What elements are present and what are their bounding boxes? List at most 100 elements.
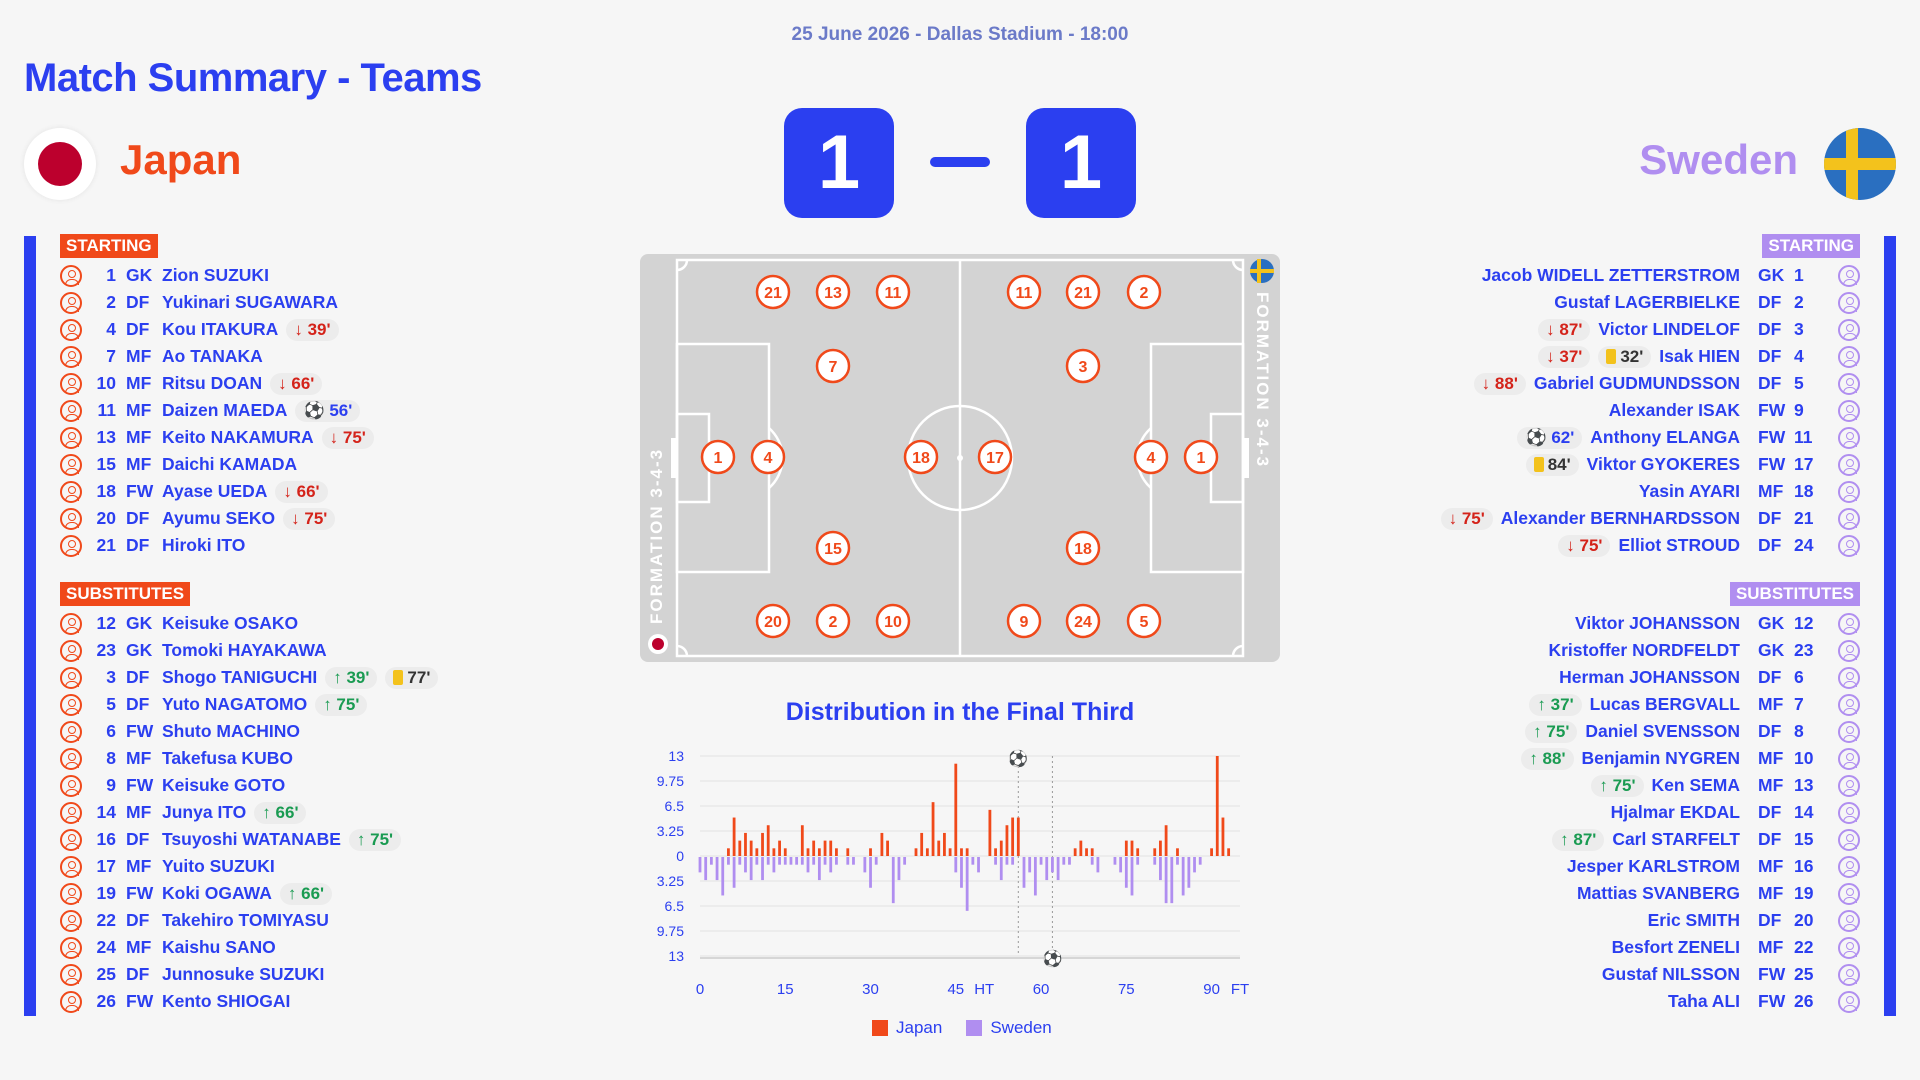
away-score: 1	[1026, 108, 1136, 218]
player-row[interactable]: Besfort ZENELI MF 22	[1612, 934, 1860, 961]
bar-sweden	[1119, 857, 1123, 873]
player-row[interactable]: Jesper KARLSTROM MF 16	[1567, 853, 1860, 880]
player-icon	[60, 480, 82, 503]
player-position: DF	[1758, 373, 1782, 393]
player-row[interactable]: Eric SMITH DF 20	[1648, 907, 1860, 934]
bar-sweden	[1056, 857, 1060, 881]
player-row[interactable]: 22 DF Takehiro TOMIYASU	[60, 907, 329, 934]
bar-sweden	[852, 857, 855, 865]
player-row[interactable]: 6 FW Shuto MACHINO	[60, 718, 300, 745]
player-row[interactable]: 5 DF Yuto NAGATOMO ↑ 75'	[60, 691, 368, 718]
bar-japan	[1130, 840, 1134, 856]
player-row[interactable]: 11 MF Daizen MAEDA ⚽ 56'	[60, 397, 361, 424]
player-name: Eric SMITH	[1647, 910, 1740, 930]
match-info: 25 June 2026 - Dallas Stadium - 18:00	[791, 24, 1129, 45]
chart-legend: Japan Sweden	[872, 1018, 1052, 1038]
player-number: 4	[106, 319, 116, 339]
player-row[interactable]: 1 GK Zion SUZUKI	[60, 262, 269, 289]
player-row[interactable]: ↑ 87' Carl STARFELT DF 15	[1552, 826, 1860, 853]
bar-sweden	[863, 857, 867, 873]
bar-japan	[772, 848, 776, 856]
player-number: 24	[1794, 535, 1814, 555]
player-row[interactable]: Jacob WIDELL ZETTERSTROM GK 1	[1482, 262, 1860, 289]
player-row[interactable]: 20 DF Ayumu SEKO ↓ 75'	[60, 505, 336, 532]
player-row[interactable]: Yasin AYARI MF 18	[1639, 478, 1860, 505]
player-row[interactable]: Kristoffer NORDFELDT GK 23	[1548, 637, 1860, 664]
player-row[interactable]: Viktor JOHANSSON GK 12	[1575, 610, 1860, 637]
away-player-number: 9	[1020, 614, 1029, 631]
bar-japan	[727, 848, 730, 856]
bar-japan	[1215, 756, 1219, 856]
player-row[interactable]: ↑ 75' Ken SEMA MF 13	[1591, 772, 1860, 799]
player-row[interactable]: 21 DF Hiroki ITO	[60, 532, 245, 559]
event-minute: 88'	[1542, 748, 1566, 768]
home-player-marker	[875, 274, 911, 310]
player-row[interactable]: 7 MF Ao TANAKA	[60, 343, 263, 370]
player-row[interactable]: ↓ 75' Elliot STROUD DF 24	[1558, 532, 1860, 559]
player-row[interactable]: Gustaf LAGERBIELKE DF 2	[1554, 289, 1860, 316]
y-tick-label: 6.5	[665, 798, 685, 814]
bar-japan	[948, 848, 952, 856]
player-name: Gustaf NILSSON	[1601, 964, 1740, 984]
player-icon	[1838, 666, 1860, 689]
bar-japan	[755, 848, 759, 856]
player-row[interactable]: 25 DF Junnosuke SUZUKI	[60, 961, 324, 988]
player-row[interactable]: Alexander ISAK FW 9	[1609, 397, 1860, 424]
player-row[interactable]: Herman JOHANSSON DF 6	[1559, 664, 1860, 691]
player-row[interactable]: 16 DF Tsuyoshi WATANABE ↑ 75'	[60, 826, 402, 853]
corner-arc	[1231, 644, 1244, 657]
player-name: Isak HIEN	[1659, 346, 1740, 366]
player-row[interactable]: 15 MF Daichi KAMADA	[60, 451, 297, 478]
player-row[interactable]: 26 FW Kento SHIOGAI	[60, 988, 290, 1015]
bar-japan	[766, 825, 770, 856]
chart-svg: 13 9.75 6.5 3.25 0 3.25 6.5 9.75 13 0 15 30 45 HT 60 75…	[657, 748, 1249, 998]
event-in-badge: ↑ 66'	[254, 801, 307, 824]
player-row[interactable]: 24 MF Kaishu SANO	[60, 934, 276, 961]
player-row[interactable]: Gustaf NILSSON FW 25	[1602, 961, 1860, 988]
player-row[interactable]: 14 MF Junya ITO ↑ 66'	[60, 799, 307, 826]
player-row[interactable]: 9 FW Keisuke GOTO	[60, 772, 285, 799]
player-name: Alexander ISAK	[1608, 400, 1740, 420]
player-position: FW	[126, 883, 154, 903]
player-row[interactable]: ↓ 88' Gabriel GUDMUNDSSON DF 5	[1473, 370, 1860, 397]
player-row[interactable]: ↑ 88' Benjamin NYGREN MF 10	[1521, 745, 1860, 772]
player-row[interactable]: 4 DF Kou ITAKURA ↓ 39'	[60, 316, 339, 343]
away-player-marker	[1126, 603, 1162, 639]
player-name: Anthony ELANGA	[1590, 427, 1740, 447]
player-row[interactable]: 12 GK Keisuke OSAKO	[60, 610, 298, 637]
player-row[interactable]: Taha ALI FW 26	[1668, 988, 1860, 1015]
player-row[interactable]: ↓ 75' Alexander BERNHARDSSON DF 21	[1440, 505, 1860, 532]
player-row[interactable]: 23 GK Tomoki HAYAKAWA	[60, 637, 327, 664]
player-number: 18	[1794, 481, 1814, 501]
event-out-badge: ↓ 75'	[321, 426, 374, 449]
player-row[interactable]: ↓ 87' Victor LINDELOF DF 3	[1538, 316, 1860, 343]
player-icon	[1838, 639, 1860, 662]
player-number: 25	[96, 964, 116, 984]
player-row[interactable]: 2 DF Yukinari SUGAWARA	[60, 289, 338, 316]
player-row[interactable]: Mattias SVANBERG MF 19	[1577, 880, 1860, 907]
player-row[interactable]: 3 DF Shogo TANIGUCHI ↑ 39' 77'	[60, 664, 439, 691]
player-icon	[1838, 480, 1860, 503]
away-player-number: 2	[1140, 285, 1149, 302]
player-row[interactable]: 17 MF Yuito SUZUKI	[60, 853, 275, 880]
player-name: Gabriel GUDMUNDSSON	[1533, 373, 1740, 393]
y-tick-label: 13	[668, 948, 684, 964]
player-row[interactable]: ↑ 75' Daniel SVENSSON DF 8	[1525, 718, 1860, 745]
sub-out-icon: ↓	[1546, 346, 1560, 366]
chart-title: Distribution in the Final Third	[785, 698, 1135, 726]
player-row[interactable]: 13 MF Keito NAKAMURA ↓ 75'	[60, 424, 374, 451]
player-row[interactable]: 18 FW Ayase UEDA ↓ 66'	[60, 478, 328, 505]
player-number: 18	[96, 481, 116, 501]
player-row[interactable]: ↑ 37' Lucas BERGVALL MF 7	[1529, 691, 1860, 718]
player-row[interactable]: 84' Viktor GYOKERES FW 17	[1525, 451, 1860, 478]
bar-sweden	[1096, 857, 1100, 873]
home-player-marker	[815, 348, 851, 384]
player-row[interactable]: 19 FW Koki OGAWA ↑ 66'	[60, 880, 333, 907]
player-row[interactable]: 10 MF Ritsu DOAN ↓ 66'	[60, 370, 323, 397]
home-team-name: Japan	[120, 136, 242, 183]
bar-japan	[846, 848, 850, 856]
player-row[interactable]: ⚽ 62' Anthony ELANGA FW 11	[1517, 424, 1860, 451]
player-row[interactable]: 8 MF Takefusa KUBO	[60, 745, 293, 772]
player-row[interactable]: ↓ 37' 32' Isak HIEN DF 4	[1538, 343, 1860, 370]
player-row[interactable]: Hjalmar EKDAL DF 14	[1611, 799, 1860, 826]
